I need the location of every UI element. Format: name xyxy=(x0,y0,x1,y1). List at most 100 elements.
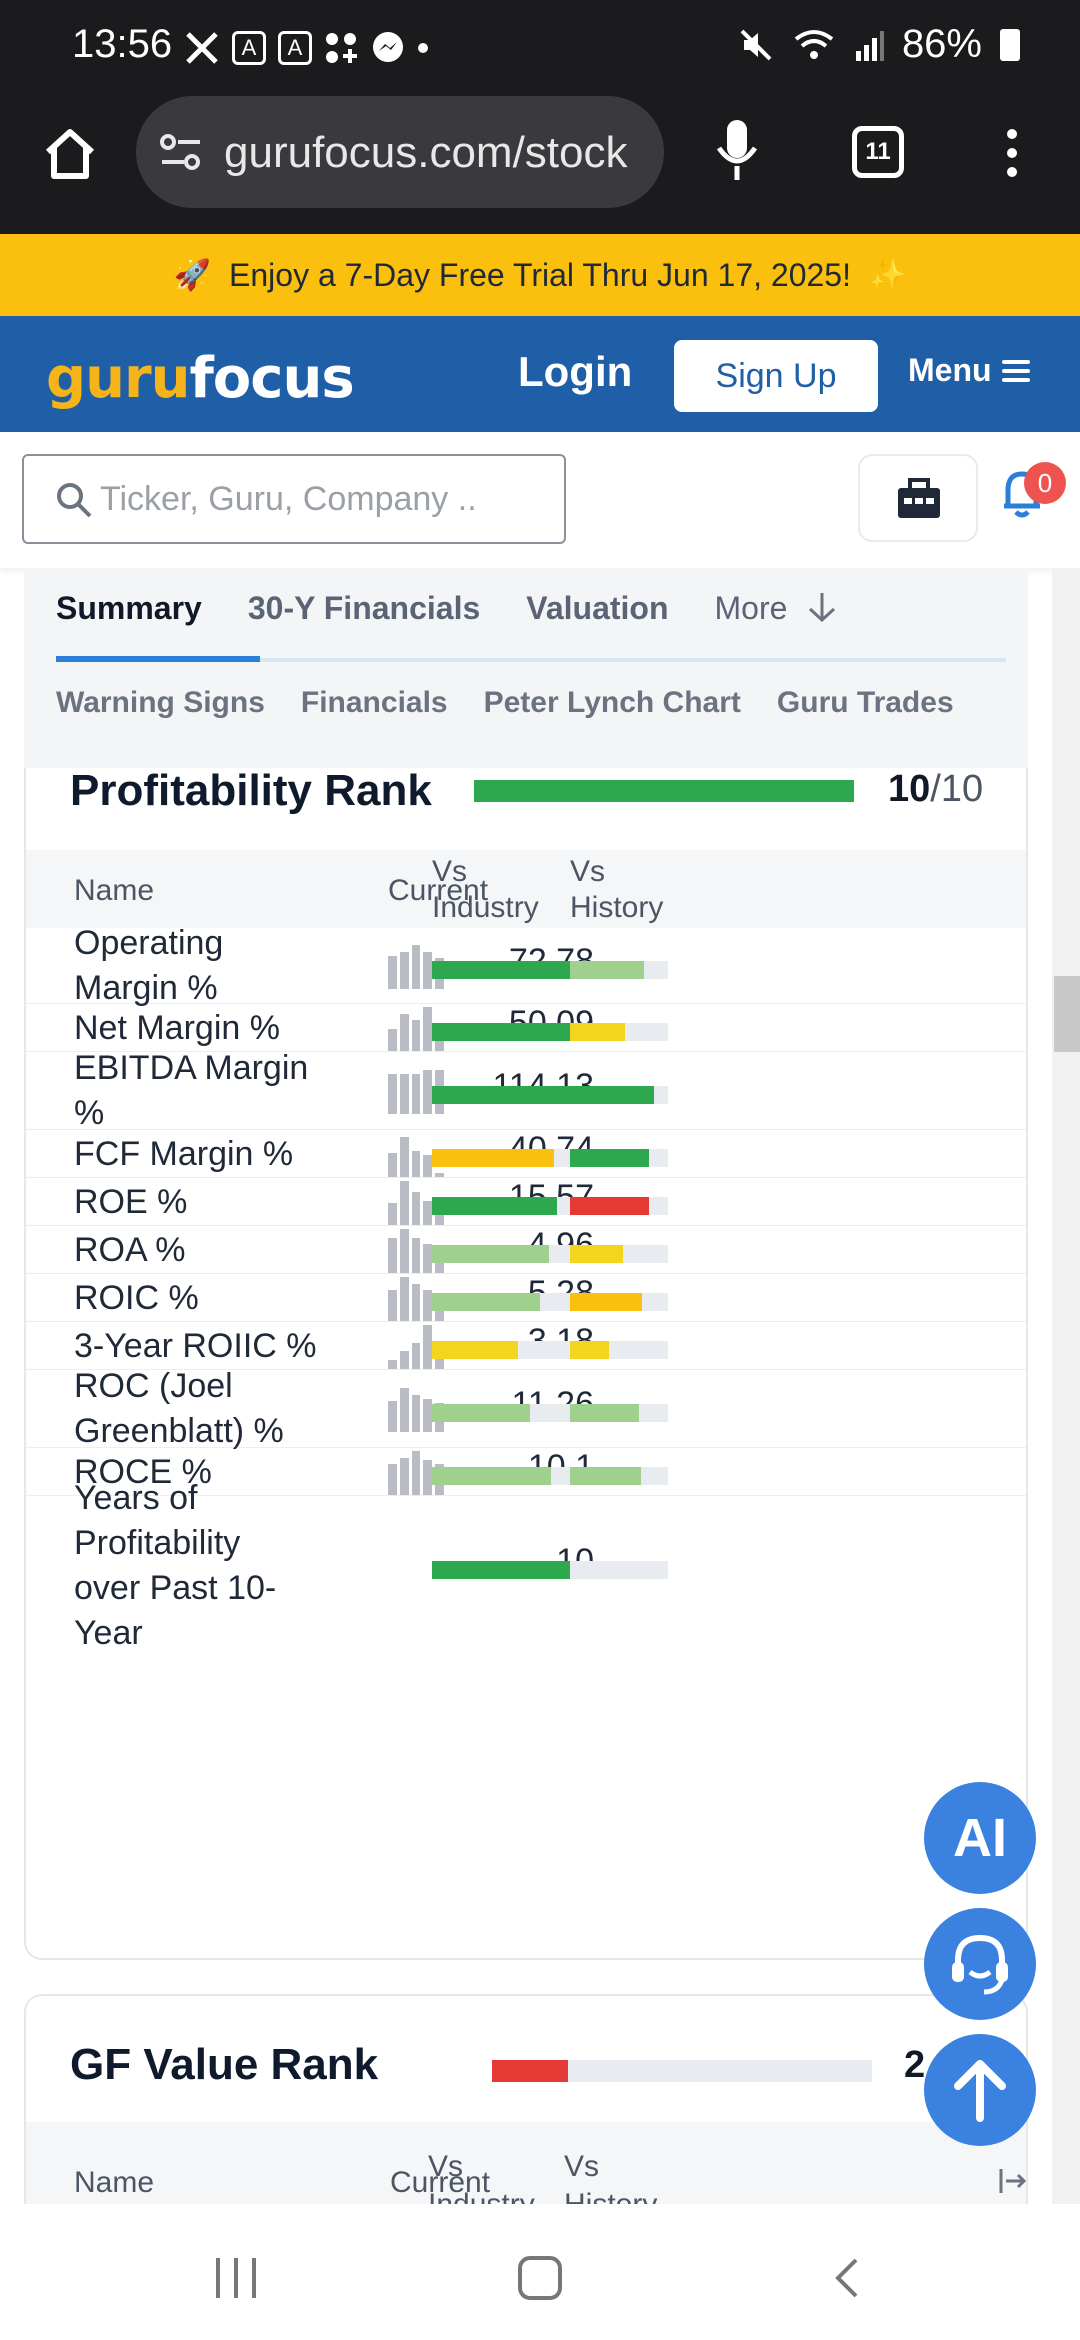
vs-history-bar xyxy=(570,1293,668,1311)
tab-financials[interactable]: Financials xyxy=(300,686,448,719)
search-row: Ticker, Guru, Company .. xyxy=(0,432,1080,568)
sign-up-button[interactable]: Sign Up xyxy=(674,340,878,412)
metric-name: Net Margin % xyxy=(74,1008,280,1047)
mini-chart-icon[interactable] xyxy=(388,1323,444,1369)
table-row[interactable]: ROA %4.96 xyxy=(26,1226,1026,1274)
vs-history-bar xyxy=(570,1467,668,1485)
notification-badge: 0 xyxy=(1024,462,1066,504)
search-input[interactable]: Ticker, Guru, Company .. xyxy=(22,454,566,544)
home-nav-icon[interactable] xyxy=(518,2256,562,2300)
table-row[interactable]: 3-Year ROIIC %3.18 xyxy=(26,1322,1026,1370)
mute-icon xyxy=(740,29,772,60)
vs-history-bar xyxy=(570,961,668,979)
active-tab-indicator xyxy=(56,656,260,662)
table-row[interactable]: Operating Margin %72.78 xyxy=(26,924,1026,1007)
headset-icon xyxy=(952,1934,1008,1995)
more-options-icon[interactable] xyxy=(1000,124,1024,184)
ai-assistant-button[interactable]: AI xyxy=(924,1782,1036,1894)
status-bar: 13:56 A A 86% xyxy=(0,0,1080,96)
metric-name: Years of Profitability over Past 10-Year xyxy=(74,1479,277,1652)
back-icon[interactable] xyxy=(826,2256,870,2300)
x-icon xyxy=(186,32,218,64)
scrollbar-thumb[interactable] xyxy=(1054,976,1080,1052)
col-name: Name xyxy=(74,874,155,907)
vs-industry-bar xyxy=(432,1149,588,1167)
col-vs-industry: Vs Industry xyxy=(432,855,539,924)
rank-score: 2 xyxy=(904,2044,926,2086)
table-row[interactable]: ROIC %5.28 xyxy=(26,1274,1026,1322)
table-row[interactable]: FCF Margin %-40.74 xyxy=(26,1130,1026,1178)
home-icon[interactable] xyxy=(40,124,100,184)
browser-toolbar: gurufocus.com/stock 11 xyxy=(0,96,1080,234)
battery-icon xyxy=(1000,28,1020,61)
site-settings-icon[interactable] xyxy=(158,130,204,174)
tab-summary[interactable]: Summary xyxy=(56,590,202,626)
col-name: Name xyxy=(74,2166,155,2199)
table-row[interactable]: ROCE %10.1 xyxy=(26,1448,1026,1496)
table-row[interactable]: EBITDA Margin %114.13 xyxy=(26,1049,1026,1132)
vs-industry-bar xyxy=(432,1404,588,1422)
tab-more[interactable]: More xyxy=(715,590,841,627)
tab-valuation[interactable]: Valuation xyxy=(526,590,669,626)
menu-button[interactable]: Menu xyxy=(908,352,1030,389)
wifi-icon xyxy=(794,29,834,59)
recent-apps-icon[interactable] xyxy=(216,2258,256,2298)
briefcase-icon xyxy=(898,478,940,518)
vs-history-bar xyxy=(570,1023,668,1041)
table-header: Name Current Vs Industry Vs History xyxy=(26,850,1026,928)
gurufocus-logo[interactable]: gurufocus xyxy=(46,346,355,411)
table-row[interactable]: Years of Profitability over Past 10-Year… xyxy=(26,1479,1026,1652)
microphone-icon[interactable] xyxy=(712,116,762,186)
metric-name: Operating Margin % xyxy=(74,924,224,1007)
vs-history-bar xyxy=(570,1561,668,1579)
more-notifications-dot xyxy=(418,43,428,53)
tab-underline-track xyxy=(56,658,1006,662)
stock-tabs: Summary 30-Y Financials Valuation More W… xyxy=(24,568,1028,768)
tab-guru-trades[interactable]: Guru Trades xyxy=(776,686,954,719)
scroll-to-top-button[interactable] xyxy=(924,2034,1036,2146)
expand-right-icon[interactable] xyxy=(998,2166,1028,2196)
login-link[interactable]: Login xyxy=(518,348,633,395)
vs-history-bar xyxy=(570,1149,668,1167)
signal-icon xyxy=(855,30,884,61)
promo-banner[interactable]: 🚀 Enjoy a 7-Day Free Trial Thru Jun 17, … xyxy=(0,234,1080,316)
tab-switcher-button[interactable]: 11 xyxy=(852,126,904,178)
search-placeholder: Ticker, Guru, Company .. xyxy=(100,480,477,518)
arrow-up-icon xyxy=(954,2060,1006,2122)
app-a-icon: A xyxy=(278,31,312,65)
table-row[interactable]: ROE %15.57 xyxy=(26,1178,1026,1226)
vs-industry-bar xyxy=(432,1293,588,1311)
metric-name: ROE % xyxy=(74,1182,188,1221)
vs-industry-bar xyxy=(432,1561,588,1579)
apps-icon xyxy=(326,33,357,63)
tab-30y-financials[interactable]: 30-Y Financials xyxy=(247,590,481,626)
rank-bar xyxy=(492,2060,872,2082)
tab-peter-lynch-chart[interactable]: Peter Lynch Chart xyxy=(483,686,741,719)
col-vs-history: Vs History xyxy=(570,855,664,924)
col-current: Current xyxy=(388,874,489,907)
vs-history-bar xyxy=(570,1404,668,1422)
messenger-icon xyxy=(373,32,403,62)
rocket-icon: 🚀 xyxy=(173,258,212,292)
metric-name: FCF Margin % xyxy=(74,1134,294,1173)
metric-name: ROC (Joel Greenblatt) % xyxy=(74,1367,284,1450)
portfolio-button[interactable] xyxy=(858,454,978,542)
vs-history-bar xyxy=(570,1245,668,1263)
scrollbar-track[interactable] xyxy=(1052,568,1080,2204)
metric-name: ROA % xyxy=(74,1230,186,1269)
col-current: Current xyxy=(390,2166,491,2199)
rank-score: 10/10 xyxy=(888,768,984,810)
mini-chart-icon[interactable] xyxy=(388,1179,444,1225)
table-row[interactable]: ROC (Joel Greenblatt) %11.26 xyxy=(26,1367,1026,1450)
support-button[interactable] xyxy=(924,1908,1036,2020)
search-icon xyxy=(57,483,92,518)
promo-text: Enjoy a 7-Day Free Trial Thru Jun 17, 20… xyxy=(229,256,851,293)
notification-icons: A A xyxy=(184,30,428,66)
tab-warning-signs[interactable]: Warning Signs xyxy=(56,686,265,719)
vs-industry-bar xyxy=(432,1245,588,1263)
table-row[interactable]: Net Margin %50.09 xyxy=(26,1004,1026,1052)
sparkle-icon: ✨ xyxy=(868,258,907,292)
mini-chart-icon[interactable] xyxy=(388,1131,444,1177)
vs-industry-bar xyxy=(432,1023,588,1041)
address-bar[interactable]: gurufocus.com/stock xyxy=(136,96,664,208)
